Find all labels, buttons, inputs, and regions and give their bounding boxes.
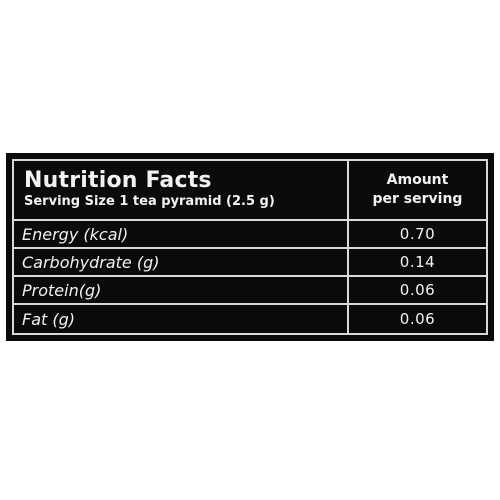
row-label-fat: Fat (g) [14, 305, 349, 333]
amount-per-serving-header: Amount per serving [349, 161, 486, 221]
amount-header-line2: per serving [372, 191, 463, 207]
amount-header-line1: Amount [386, 172, 449, 188]
table-title: Nutrition Facts [24, 168, 212, 193]
row-label-protein: Protein(g) [14, 277, 349, 305]
row-value-energy: 0.70 [349, 221, 486, 249]
row-value-fat: 0.06 [399, 310, 436, 328]
row-value-protein: 0.06 [349, 277, 486, 305]
nutrition-table: Nutrition Facts Serving Size 1 tea pyram… [12, 159, 488, 335]
table-header-left: Nutrition Facts Serving Size 1 tea pyram… [14, 161, 349, 221]
nutrition-facts-panel: Nutrition Facts Serving Size 1 tea pyram… [6, 153, 494, 341]
serving-size-text: Serving Size 1 tea pyramid (2.5 g) [24, 194, 275, 209]
row-value-carbohydrate: 0.14 [349, 249, 486, 277]
row-label-energy: Energy (kcal) [14, 221, 349, 249]
row-label-carbohydrate: Carbohydrate (g) [14, 249, 349, 277]
